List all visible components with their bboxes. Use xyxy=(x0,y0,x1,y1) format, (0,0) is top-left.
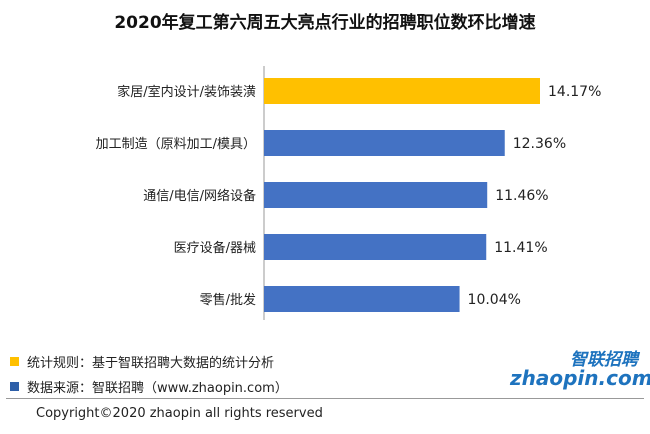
category-label-3: 医疗设备/器械 xyxy=(174,240,256,256)
value-label-2: 11.46% xyxy=(495,188,548,204)
bar-3 xyxy=(264,234,487,260)
logo-cn-text: 智联招聘 xyxy=(570,350,641,370)
note-source-text: 数据来源：智联招聘（www.zhaopin.com） xyxy=(27,381,288,396)
category-label-0: 家居/室内设计/装饰装潢 xyxy=(117,84,256,100)
bar-4 xyxy=(264,286,460,312)
bar-0 xyxy=(264,78,540,104)
category-label-4: 零售/批发 xyxy=(200,292,256,308)
footer-divider xyxy=(6,398,644,399)
category-label-2: 通信/电信/网络设备 xyxy=(143,188,256,204)
bar-2 xyxy=(264,182,488,208)
note-rule-swatch xyxy=(10,357,19,366)
value-label-3: 11.41% xyxy=(494,240,547,256)
note-rule: 统计规则：基于智联招聘大数据的统计分析 xyxy=(10,352,274,371)
logo-en-text: zhaopin.com xyxy=(509,366,650,390)
note-source: 数据来源：智联招聘（www.zhaopin.com） xyxy=(10,377,288,396)
chart-title: 2020年复工第六周五大亮点行业的招聘职位数环比增速 xyxy=(114,13,536,33)
note-rule-text: 统计规则：基于智联招聘大数据的统计分析 xyxy=(27,356,275,371)
zhaopin-logo: 智联招聘 zhaopin.com xyxy=(509,350,650,390)
bar-1 xyxy=(264,130,505,156)
bar-chart: 家居/室内设计/装饰装潢 14.17% 加工制造（原料加工/模具） 12.36% 通信/… xyxy=(96,66,601,320)
value-label-4: 10.04% xyxy=(468,292,521,308)
copyright-text: Copyright©2020 zhaopin all rights reserv… xyxy=(36,406,323,421)
value-label-1: 12.36% xyxy=(513,136,566,152)
value-label-0: 14.17% xyxy=(548,84,601,100)
category-label-1: 加工制造（原料加工/模具） xyxy=(96,137,256,152)
note-source-swatch xyxy=(10,382,19,391)
